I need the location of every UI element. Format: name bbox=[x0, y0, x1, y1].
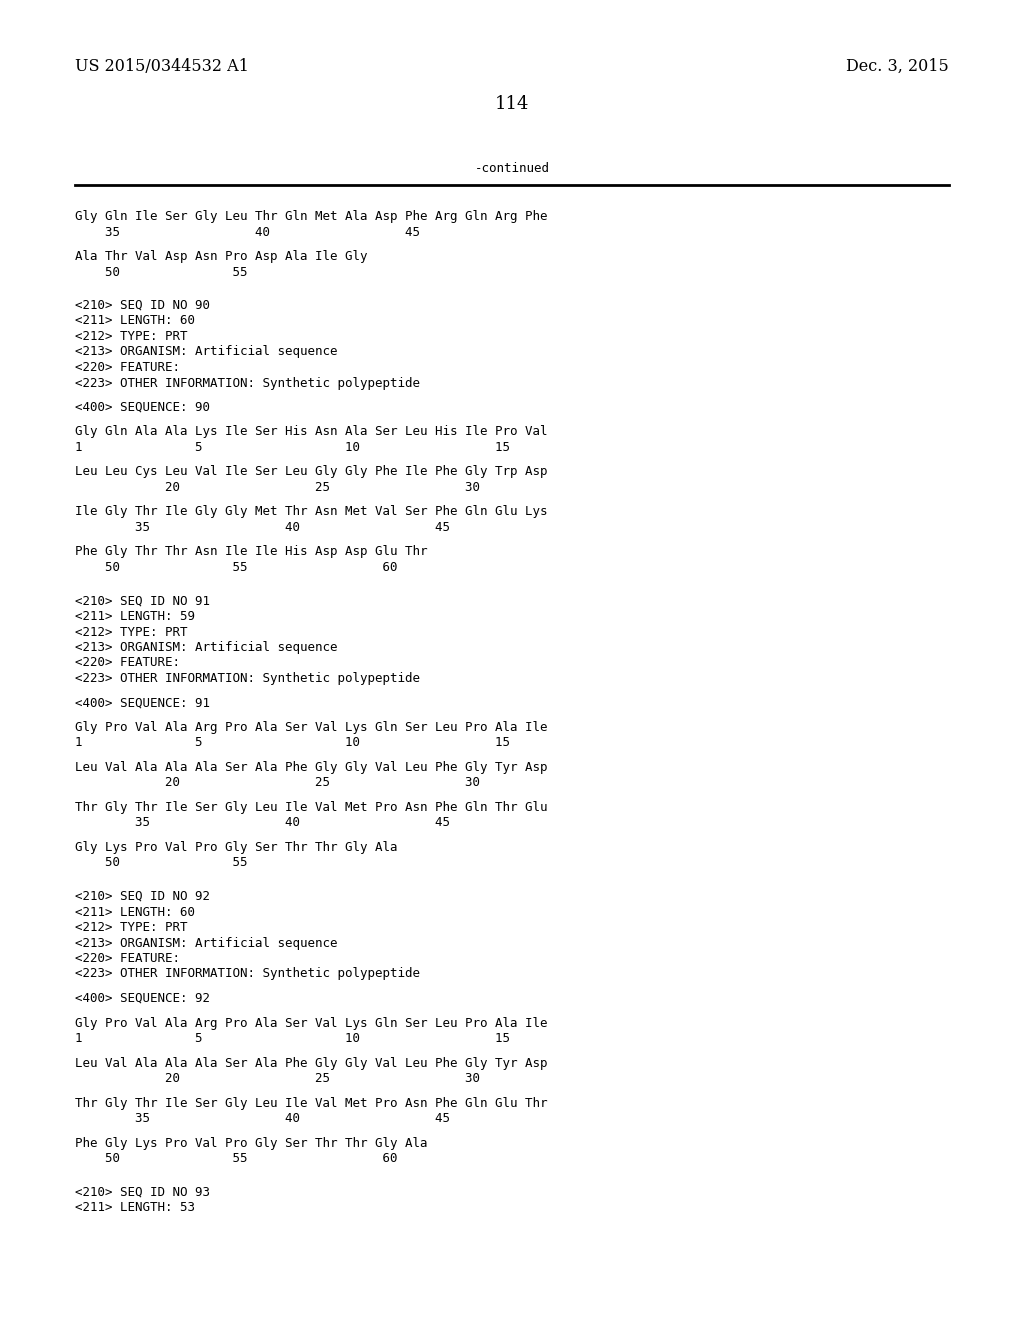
Text: US 2015/0344532 A1: US 2015/0344532 A1 bbox=[75, 58, 249, 75]
Text: <210> SEQ ID NO 93: <210> SEQ ID NO 93 bbox=[75, 1185, 210, 1199]
Text: <212> TYPE: PRT: <212> TYPE: PRT bbox=[75, 330, 187, 343]
Text: -continued: -continued bbox=[474, 162, 550, 176]
Text: Gly Pro Val Ala Arg Pro Ala Ser Val Lys Gln Ser Leu Pro Ala Ile: Gly Pro Val Ala Arg Pro Ala Ser Val Lys … bbox=[75, 1016, 548, 1030]
Text: 50               55                  60: 50 55 60 bbox=[75, 561, 397, 574]
Text: Ile Gly Thr Ile Gly Gly Met Thr Asn Met Val Ser Phe Gln Glu Lys: Ile Gly Thr Ile Gly Gly Met Thr Asn Met … bbox=[75, 506, 548, 519]
Text: <211> LENGTH: 60: <211> LENGTH: 60 bbox=[75, 906, 195, 919]
Text: 1               5                   10                  15: 1 5 10 15 bbox=[75, 441, 510, 454]
Text: <210> SEQ ID NO 92: <210> SEQ ID NO 92 bbox=[75, 890, 210, 903]
Text: 1               5                   10                  15: 1 5 10 15 bbox=[75, 1032, 510, 1045]
Text: <220> FEATURE:: <220> FEATURE: bbox=[75, 952, 180, 965]
Text: Thr Gly Thr Ile Ser Gly Leu Ile Val Met Pro Asn Phe Gln Glu Thr: Thr Gly Thr Ile Ser Gly Leu Ile Val Met … bbox=[75, 1097, 548, 1110]
Text: 35                  40                  45: 35 40 45 bbox=[75, 521, 450, 535]
Text: Phe Gly Lys Pro Val Pro Gly Ser Thr Thr Gly Ala: Phe Gly Lys Pro Val Pro Gly Ser Thr Thr … bbox=[75, 1137, 427, 1150]
Text: 35                  40                  45: 35 40 45 bbox=[75, 226, 420, 239]
Text: Gly Pro Val Ala Arg Pro Ala Ser Val Lys Gln Ser Leu Pro Ala Ile: Gly Pro Val Ala Arg Pro Ala Ser Val Lys … bbox=[75, 721, 548, 734]
Text: 50               55                  60: 50 55 60 bbox=[75, 1152, 397, 1166]
Text: Leu Val Ala Ala Ala Ser Ala Phe Gly Gly Val Leu Phe Gly Tyr Asp: Leu Val Ala Ala Ala Ser Ala Phe Gly Gly … bbox=[75, 1056, 548, 1069]
Text: <211> LENGTH: 59: <211> LENGTH: 59 bbox=[75, 610, 195, 623]
Text: <400> SEQUENCE: 90: <400> SEQUENCE: 90 bbox=[75, 401, 210, 414]
Text: <211> LENGTH: 53: <211> LENGTH: 53 bbox=[75, 1201, 195, 1214]
Text: Thr Gly Thr Ile Ser Gly Leu Ile Val Met Pro Asn Phe Gln Thr Glu: Thr Gly Thr Ile Ser Gly Leu Ile Val Met … bbox=[75, 801, 548, 814]
Text: <213> ORGANISM: Artificial sequence: <213> ORGANISM: Artificial sequence bbox=[75, 346, 338, 359]
Text: Gly Gln Ala Ala Lys Ile Ser His Asn Ala Ser Leu His Ile Pro Val: Gly Gln Ala Ala Lys Ile Ser His Asn Ala … bbox=[75, 425, 548, 438]
Text: 1               5                   10                  15: 1 5 10 15 bbox=[75, 737, 510, 750]
Text: <210> SEQ ID NO 90: <210> SEQ ID NO 90 bbox=[75, 300, 210, 312]
Text: <213> ORGANISM: Artificial sequence: <213> ORGANISM: Artificial sequence bbox=[75, 642, 338, 653]
Text: 20                  25                  30: 20 25 30 bbox=[75, 776, 480, 789]
Text: <210> SEQ ID NO 91: <210> SEQ ID NO 91 bbox=[75, 594, 210, 607]
Text: Leu Leu Cys Leu Val Ile Ser Leu Gly Gly Phe Ile Phe Gly Trp Asp: Leu Leu Cys Leu Val Ile Ser Leu Gly Gly … bbox=[75, 466, 548, 479]
Text: <223> OTHER INFORMATION: Synthetic polypeptide: <223> OTHER INFORMATION: Synthetic polyp… bbox=[75, 672, 420, 685]
Text: <220> FEATURE:: <220> FEATURE: bbox=[75, 656, 180, 669]
Text: 114: 114 bbox=[495, 95, 529, 114]
Text: <212> TYPE: PRT: <212> TYPE: PRT bbox=[75, 626, 187, 639]
Text: Leu Val Ala Ala Ala Ser Ala Phe Gly Gly Val Leu Phe Gly Tyr Asp: Leu Val Ala Ala Ala Ser Ala Phe Gly Gly … bbox=[75, 762, 548, 774]
Text: <400> SEQUENCE: 91: <400> SEQUENCE: 91 bbox=[75, 697, 210, 710]
Text: <223> OTHER INFORMATION: Synthetic polypeptide: <223> OTHER INFORMATION: Synthetic polyp… bbox=[75, 376, 420, 389]
Text: <223> OTHER INFORMATION: Synthetic polypeptide: <223> OTHER INFORMATION: Synthetic polyp… bbox=[75, 968, 420, 981]
Text: 50               55: 50 55 bbox=[75, 857, 248, 870]
Text: <400> SEQUENCE: 92: <400> SEQUENCE: 92 bbox=[75, 993, 210, 1005]
Text: Gly Lys Pro Val Pro Gly Ser Thr Thr Gly Ala: Gly Lys Pro Val Pro Gly Ser Thr Thr Gly … bbox=[75, 841, 397, 854]
Text: 50               55: 50 55 bbox=[75, 265, 248, 279]
Text: <213> ORGANISM: Artificial sequence: <213> ORGANISM: Artificial sequence bbox=[75, 936, 338, 949]
Text: 35                  40                  45: 35 40 45 bbox=[75, 817, 450, 829]
Text: <220> FEATURE:: <220> FEATURE: bbox=[75, 360, 180, 374]
Text: <212> TYPE: PRT: <212> TYPE: PRT bbox=[75, 921, 187, 935]
Text: 20                  25                  30: 20 25 30 bbox=[75, 1072, 480, 1085]
Text: Phe Gly Thr Thr Asn Ile Ile His Asp Asp Glu Thr: Phe Gly Thr Thr Asn Ile Ile His Asp Asp … bbox=[75, 545, 427, 558]
Text: Dec. 3, 2015: Dec. 3, 2015 bbox=[846, 58, 949, 75]
Text: <211> LENGTH: 60: <211> LENGTH: 60 bbox=[75, 314, 195, 327]
Text: 20                  25                  30: 20 25 30 bbox=[75, 480, 480, 494]
Text: Ala Thr Val Asp Asn Pro Asp Ala Ile Gly: Ala Thr Val Asp Asn Pro Asp Ala Ile Gly bbox=[75, 249, 368, 263]
Text: 35                  40                  45: 35 40 45 bbox=[75, 1111, 450, 1125]
Text: Gly Gln Ile Ser Gly Leu Thr Gln Met Ala Asp Phe Arg Gln Arg Phe: Gly Gln Ile Ser Gly Leu Thr Gln Met Ala … bbox=[75, 210, 548, 223]
